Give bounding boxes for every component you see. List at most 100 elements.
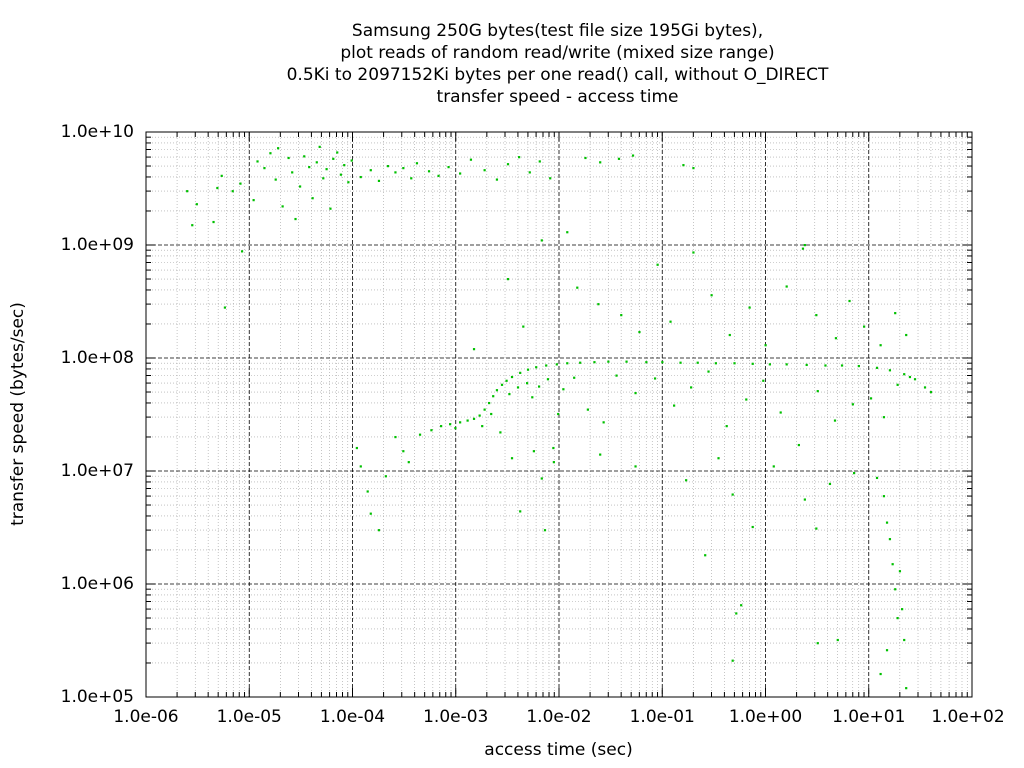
data-point <box>901 608 904 611</box>
data-point <box>449 423 452 426</box>
data-point <box>281 205 284 208</box>
minor-gridlines <box>146 132 972 697</box>
x-tick-label: 1.0e-05 <box>216 707 282 727</box>
data-point <box>220 174 223 177</box>
data-point <box>459 172 462 175</box>
data-point <box>929 391 933 394</box>
data-point <box>840 364 844 367</box>
data-point <box>735 612 738 615</box>
data-point <box>447 166 450 169</box>
data-point <box>191 224 194 227</box>
x-tick-label: 1.0e+01 <box>832 707 906 727</box>
data-point <box>908 375 912 379</box>
data-point <box>555 363 558 366</box>
data-point <box>495 178 499 181</box>
data-point <box>768 363 771 366</box>
data-point <box>519 371 522 374</box>
y-tick-label: 1.0e+09 <box>60 235 134 255</box>
data-point <box>407 461 410 464</box>
data-point <box>528 171 531 174</box>
data-point <box>543 529 547 532</box>
data-point <box>318 145 321 148</box>
data-point <box>240 250 244 253</box>
data-point <box>437 174 440 177</box>
data-point <box>490 412 493 416</box>
data-point <box>483 169 486 172</box>
x-tick-label: 1.0e-01 <box>629 707 695 727</box>
data-point <box>891 563 894 566</box>
data-point <box>888 369 892 372</box>
data-point <box>195 203 198 206</box>
data-point <box>692 167 695 170</box>
data-point <box>303 155 306 158</box>
data-point <box>833 419 837 422</box>
x-tick-label: 1.0e-06 <box>113 707 179 727</box>
data-point <box>731 493 734 496</box>
x-tick-label: 1.0e+02 <box>931 707 1005 727</box>
data-point <box>586 408 589 411</box>
plot-area-border <box>145 131 973 698</box>
data-point <box>516 386 520 389</box>
data-point <box>797 443 800 447</box>
data-point <box>692 251 695 254</box>
scatter-points <box>186 145 933 690</box>
data-point <box>885 521 889 524</box>
data-point <box>617 157 621 160</box>
data-point <box>905 687 908 690</box>
data-point <box>343 164 346 167</box>
y-tick-label: 1.0e+05 <box>60 687 134 707</box>
data-point <box>347 181 350 184</box>
data-point <box>803 498 806 501</box>
y-tick-label: 1.0e+06 <box>60 574 134 594</box>
data-point <box>875 476 879 480</box>
data-point <box>394 171 397 174</box>
data-point <box>277 147 280 150</box>
data-point <box>828 482 832 486</box>
data-point <box>888 538 892 541</box>
y-tick-label: 1.0e+07 <box>60 461 134 481</box>
data-point <box>857 364 860 368</box>
data-point <box>653 377 657 380</box>
data-point <box>537 385 541 388</box>
data-point <box>816 642 819 645</box>
chart-title-line-1: Samsung 250G bytes(test file size 195Gi … <box>351 21 764 41</box>
data-point <box>707 370 710 373</box>
data-point <box>522 325 525 328</box>
data-point <box>615 374 618 377</box>
data-point <box>896 617 899 620</box>
data-point <box>731 659 734 662</box>
data-point <box>252 199 255 202</box>
y-tick-label: 1.0e+08 <box>60 348 134 368</box>
data-point <box>740 604 743 607</box>
data-point <box>472 348 476 351</box>
data-point <box>410 177 413 180</box>
data-point <box>772 465 775 468</box>
data-point <box>751 362 754 365</box>
data-point <box>488 401 491 405</box>
data-point <box>882 416 886 419</box>
data-point <box>298 185 302 188</box>
data-point <box>216 186 219 190</box>
data-point <box>599 161 602 164</box>
data-point <box>492 395 495 398</box>
axis-tick-marks <box>145 131 973 698</box>
data-point <box>863 325 866 328</box>
data-point <box>834 337 838 340</box>
data-point <box>607 360 610 363</box>
data-point <box>535 366 538 369</box>
data-point <box>879 344 882 347</box>
y-tick-label: 1.0e+10 <box>60 122 134 142</box>
x-tick-label: 1.0e+00 <box>728 707 803 727</box>
data-point <box>256 160 259 163</box>
data-point <box>566 362 569 365</box>
data-point <box>566 231 569 234</box>
data-point <box>540 477 543 480</box>
data-point <box>896 383 899 386</box>
data-point <box>717 457 720 460</box>
data-point <box>336 151 339 154</box>
data-point <box>510 375 514 379</box>
data-point <box>377 529 381 532</box>
data-point <box>669 320 672 323</box>
data-point <box>339 173 342 176</box>
data-point <box>472 417 476 420</box>
